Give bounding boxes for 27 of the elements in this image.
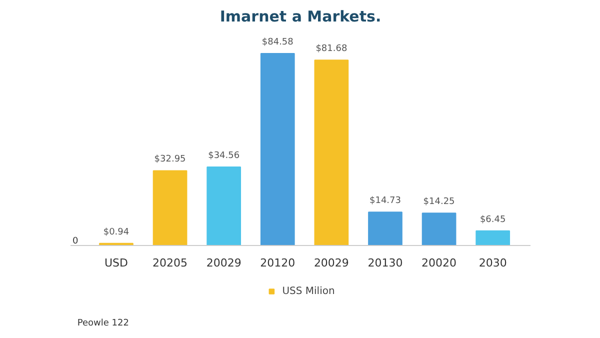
bar xyxy=(368,212,402,246)
x-tick-label: 2030 xyxy=(478,256,507,270)
bar xyxy=(476,230,510,246)
data-label: $84.58 xyxy=(262,38,294,48)
data-label: $81.68 xyxy=(316,44,348,54)
x-tick-label: 20130 xyxy=(368,256,403,270)
x-tick-label: 20205 xyxy=(152,256,188,270)
bar xyxy=(152,170,188,246)
bar xyxy=(314,60,349,246)
data-label: $14.73 xyxy=(369,196,401,206)
bar xyxy=(260,53,295,246)
annotation: 0 xyxy=(72,236,78,246)
data-label: $34.56 xyxy=(208,151,240,162)
text: Peowle 122 xyxy=(77,318,129,328)
data-label: $14.25 xyxy=(423,197,455,208)
legend-label: USS Milion xyxy=(282,286,335,296)
x-tick-label: 20120 xyxy=(260,256,296,270)
x-tick-label: 20029 xyxy=(206,256,242,270)
x-tick-label: USD xyxy=(104,256,128,270)
data-label: $0.94 xyxy=(103,227,130,238)
chart-title: Imarnet a Markets. xyxy=(220,8,382,26)
data-label: $32.95 xyxy=(154,154,186,165)
bar xyxy=(206,166,242,246)
x-tick-label: 20020 xyxy=(422,256,457,270)
data-label: $6.45 xyxy=(480,214,506,225)
bar xyxy=(422,212,456,246)
x-tick-label: 20029 xyxy=(314,256,349,270)
